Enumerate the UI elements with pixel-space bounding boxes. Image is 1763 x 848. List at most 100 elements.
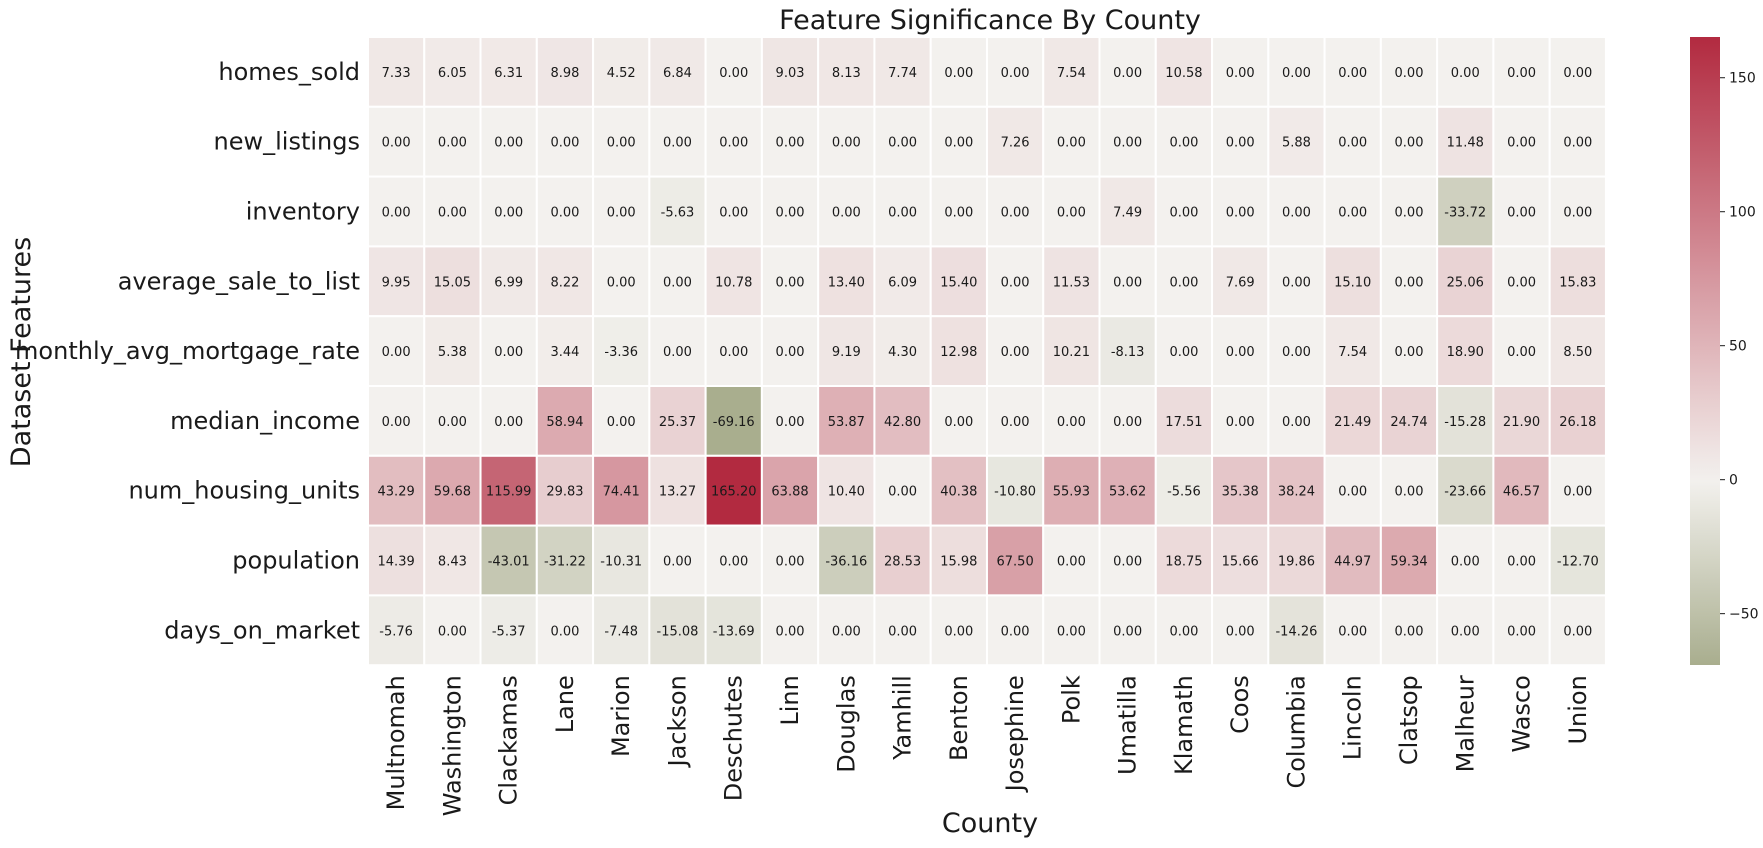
- heatmap-cell: [1492, 385, 1551, 457]
- x-tick-label: Multnomah: [382, 675, 410, 810]
- heatmap-cell: [985, 594, 1045, 667]
- heatmap-cell: [1548, 594, 1607, 667]
- x-tick-label: Umatilla: [1114, 675, 1142, 775]
- heatmap-cell: [1154, 105, 1214, 178]
- heatmap-cell: [1211, 315, 1270, 388]
- cell-value-label: 0.00: [1169, 136, 1198, 151]
- heatmap-cell: [760, 36, 820, 108]
- cell-value-label: 7.54: [1338, 345, 1367, 360]
- y-tick-label: new_listings: [214, 128, 360, 156]
- cell-value-label: 0.00: [1113, 415, 1142, 430]
- heatmap-cell: [479, 245, 538, 318]
- cell-value-label: 0.00: [494, 136, 523, 151]
- cell-value-label: 7.54: [1057, 66, 1086, 81]
- cell-value-label: 0.00: [1563, 624, 1592, 639]
- cell-value-label: 15.66: [1222, 555, 1259, 570]
- cell-value-label: 7.26: [1001, 136, 1030, 151]
- x-tick-label: Clackamas: [495, 675, 523, 805]
- cell-value-label: 0.00: [1001, 624, 1030, 639]
- heatmap-cell: [423, 594, 482, 667]
- heatmap-cell: [1548, 454, 1607, 527]
- x-tick-label: Marion: [607, 675, 635, 757]
- cell-value-label: -13.69: [713, 624, 755, 639]
- heatmap-cell: [1436, 36, 1495, 108]
- cell-value-label: 0.00: [1395, 275, 1424, 290]
- heatmap-cell: [367, 594, 426, 667]
- cell-value-label: 0.00: [719, 206, 748, 221]
- heatmap-cell: [1042, 245, 1101, 318]
- cell-value-label: 13.40: [828, 275, 865, 290]
- cell-value-label: 0.00: [1226, 624, 1255, 639]
- cell-value-label: 0.00: [1338, 206, 1367, 221]
- cell-value-label: 18.75: [1165, 555, 1202, 570]
- cell-value-label: 0.00: [1282, 275, 1311, 290]
- heatmap-cell: [1154, 245, 1214, 318]
- cell-value-label: 12.98: [940, 345, 977, 360]
- cell-value-label: 6.99: [494, 275, 523, 290]
- cell-value-label: 0.00: [1057, 555, 1086, 570]
- cell-value-label: 7.74: [888, 66, 917, 81]
- heatmap-cell: [1267, 594, 1326, 667]
- x-tick-label: Jackson: [663, 675, 691, 768]
- cell-value-label: 0.00: [1001, 275, 1030, 290]
- cell-value-label: 0.00: [1451, 624, 1480, 639]
- cell-value-label: 10.58: [1165, 66, 1202, 81]
- heatmap-cell: [367, 315, 426, 388]
- cell-value-label: 0.00: [719, 555, 748, 570]
- heatmap-cell: [367, 524, 426, 597]
- heatmap-cell: [423, 454, 482, 527]
- cell-value-label: 0.00: [719, 66, 748, 81]
- cell-value-label: 53.62: [1109, 485, 1146, 500]
- x-tick-label: Lane: [551, 675, 579, 733]
- heatmap-cells: [367, 36, 1607, 667]
- heatmap-cell: [423, 245, 482, 318]
- x-axis-label: County: [942, 808, 1038, 839]
- cell-value-label: 0.00: [494, 345, 523, 360]
- heatmap-cell: [1098, 36, 1157, 108]
- y-tick-label: population: [232, 547, 360, 575]
- y-tick-label: average_sale_to_list: [118, 267, 360, 295]
- heatmap-cell: [929, 315, 988, 388]
- cell-value-label: 15.10: [1334, 275, 1371, 290]
- cell-value-label: 8.50: [1563, 345, 1592, 360]
- colorbar-tick-label: 100: [1729, 205, 1756, 221]
- heatmap-cell: [648, 175, 707, 248]
- y-tick-label: inventory: [246, 198, 360, 226]
- cell-value-label: 10.21: [1053, 345, 1090, 360]
- heatmap-cell: [704, 524, 763, 597]
- heatmap-cell: [592, 385, 651, 457]
- cell-value-label: 0.00: [438, 624, 467, 639]
- cell-value-label: 0.00: [1001, 415, 1030, 430]
- heatmap-cell: [929, 175, 988, 248]
- cell-value-label: -10.31: [600, 555, 642, 570]
- cell-value-label: 6.31: [494, 66, 523, 81]
- cell-value-label: 0.00: [494, 206, 523, 221]
- cell-value-label: 35.38: [1222, 485, 1259, 500]
- cell-value-label: 0.00: [607, 275, 636, 290]
- cell-value-label: 0.00: [550, 624, 579, 639]
- cell-value-label: 17.51: [1165, 415, 1202, 430]
- cell-value-label: -5.56: [1167, 485, 1201, 500]
- x-tick-label: Lincoln: [1339, 675, 1367, 760]
- heatmap-cell: [929, 454, 988, 527]
- cell-value-label: 0.00: [1169, 624, 1198, 639]
- heatmap-cell: [423, 524, 482, 597]
- cell-value-label: 6.05: [438, 66, 467, 81]
- cell-value-label: 10.78: [715, 275, 752, 290]
- heatmap-cell: [1436, 175, 1495, 248]
- heatmap-cell: [1548, 245, 1607, 318]
- heatmap-cell: [1548, 385, 1607, 457]
- cell-value-label: -5.76: [379, 624, 413, 639]
- heatmap-cell: [648, 594, 707, 667]
- cell-value-label: 0.00: [1563, 206, 1592, 221]
- heatmap-cell: [1548, 175, 1607, 248]
- heatmap-cell: [1211, 245, 1270, 318]
- cell-value-label: 0.00: [1507, 66, 1536, 81]
- cell-value-label: 40.38: [940, 485, 977, 500]
- heatmap-cell: [1211, 385, 1270, 457]
- heatmap-cell: [985, 36, 1045, 108]
- heatmap-cell: [1436, 315, 1495, 388]
- cell-value-label: 6.84: [663, 66, 692, 81]
- cell-value-label: 4.30: [888, 345, 917, 360]
- heatmap-cell: [1154, 454, 1214, 527]
